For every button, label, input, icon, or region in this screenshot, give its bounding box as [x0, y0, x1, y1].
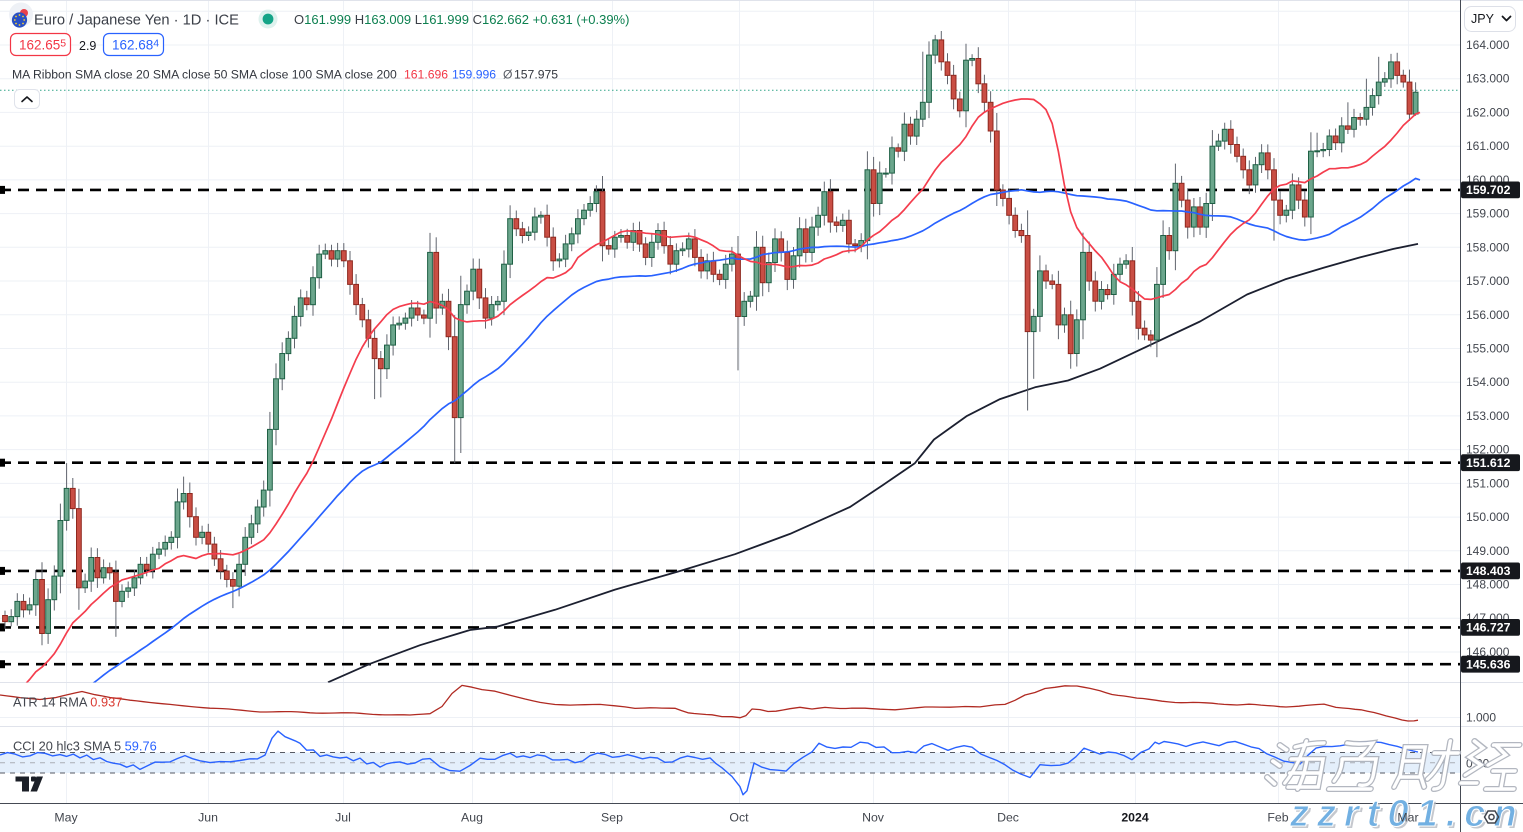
- svg-text:O161.999 H163.009 L161.999: O161.999 H163.009 L161.999 C162.662 +0.6…: [294, 12, 629, 27]
- svg-text:158.000: 158.000: [1466, 240, 1510, 254]
- svg-text:146.727: 146.727: [1466, 621, 1511, 635]
- svg-text:Jul: Jul: [335, 811, 351, 825]
- svg-text:148.403: 148.403: [1466, 564, 1511, 578]
- svg-text:153.000: 153.000: [1466, 409, 1510, 423]
- svg-text:157.000: 157.000: [1466, 274, 1510, 288]
- svg-text:149.000: 149.000: [1466, 544, 1510, 558]
- svg-text:Jun: Jun: [198, 811, 218, 825]
- svg-text:151.000: 151.000: [1466, 476, 1510, 490]
- svg-text:Nov: Nov: [862, 811, 885, 825]
- svg-text:MA Ribbon SMA close 20 SMA clo: MA Ribbon SMA close 20 SMA close 50 SMA …: [12, 68, 397, 82]
- svg-text:150.000: 150.000: [1466, 510, 1510, 524]
- svg-text:161.000: 161.000: [1466, 139, 1510, 153]
- svg-text:zzrt01.cn: zzrt01.cn: [1289, 793, 1523, 832]
- svg-text:151.612: 151.612: [1466, 456, 1511, 470]
- svg-text:Feb: Feb: [1267, 811, 1288, 825]
- svg-text:157.975: 157.975: [514, 68, 558, 82]
- svg-text:Dec: Dec: [997, 811, 1019, 825]
- svg-text:146.000: 146.000: [1466, 645, 1510, 659]
- svg-text:159.996: 159.996: [452, 68, 496, 82]
- svg-text:148.000: 148.000: [1466, 578, 1510, 592]
- svg-text:159.702: 159.702: [1466, 183, 1511, 197]
- svg-text:163.000: 163.000: [1466, 72, 1510, 86]
- svg-text:Oct: Oct: [729, 811, 749, 825]
- svg-text:162.684: 162.684: [112, 38, 159, 53]
- svg-text:162.000: 162.000: [1466, 105, 1510, 119]
- svg-text:164.000: 164.000: [1466, 38, 1510, 52]
- svg-text:Aug: Aug: [461, 811, 483, 825]
- svg-text:Mar: Mar: [1397, 811, 1418, 825]
- svg-text:May: May: [54, 811, 78, 825]
- svg-text:162.655: 162.655: [19, 38, 66, 53]
- svg-text:145.636: 145.636: [1466, 658, 1511, 672]
- svg-text:Euro / Japanese Yen · 1D · ICE: Euro / Japanese Yen · 1D · ICE: [34, 13, 239, 29]
- svg-text:154.000: 154.000: [1466, 375, 1510, 389]
- svg-text:Sep: Sep: [601, 811, 623, 825]
- svg-text:2.9: 2.9: [79, 39, 96, 53]
- svg-text:JPY: JPY: [1471, 12, 1495, 26]
- svg-text:152.000: 152.000: [1466, 443, 1510, 457]
- svg-text:2024: 2024: [1121, 811, 1149, 825]
- svg-text:1.000: 1.000: [1466, 711, 1496, 725]
- svg-text:159.000: 159.000: [1466, 207, 1510, 221]
- svg-text:161.696: 161.696: [404, 68, 448, 82]
- svg-text:155.000: 155.000: [1466, 342, 1510, 356]
- svg-text:ATR 14 RMA 0.937: ATR 14 RMA 0.937: [13, 695, 122, 710]
- svg-text:Ø: Ø: [503, 68, 513, 82]
- svg-text:zzrt01.cn: zzrt01.cn: [1291, 795, 1523, 832]
- svg-text:156.000: 156.000: [1466, 308, 1510, 322]
- svg-text:CCI 20 hlc3 SMA 5 59.76: CCI 20 hlc3 SMA 5 59.76: [13, 739, 157, 754]
